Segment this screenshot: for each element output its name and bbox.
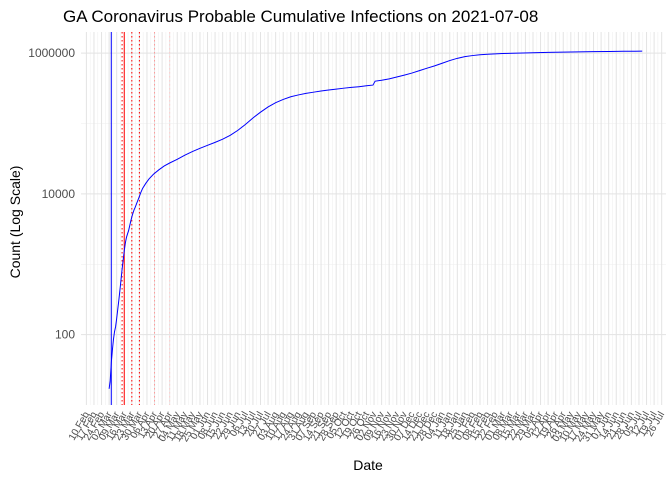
reference-lines (110, 32, 171, 405)
minor-gridlines (81, 32, 666, 405)
series-group (108, 50, 643, 389)
y-tick-label: 100 (55, 328, 75, 342)
y-tick-label: 10000 (42, 187, 76, 201)
series-line (108, 50, 643, 389)
y-tick-label: 1000000 (28, 46, 75, 60)
y-axis-title: Count (Log Scale) (7, 166, 23, 279)
major-gridlines (81, 32, 666, 405)
y-axis-ticks: 100 10000 1000000 (28, 46, 75, 341)
chart-title: GA Coronavirus Probable Cumulative Infec… (63, 7, 538, 26)
x-axis-title: Date (353, 457, 383, 473)
